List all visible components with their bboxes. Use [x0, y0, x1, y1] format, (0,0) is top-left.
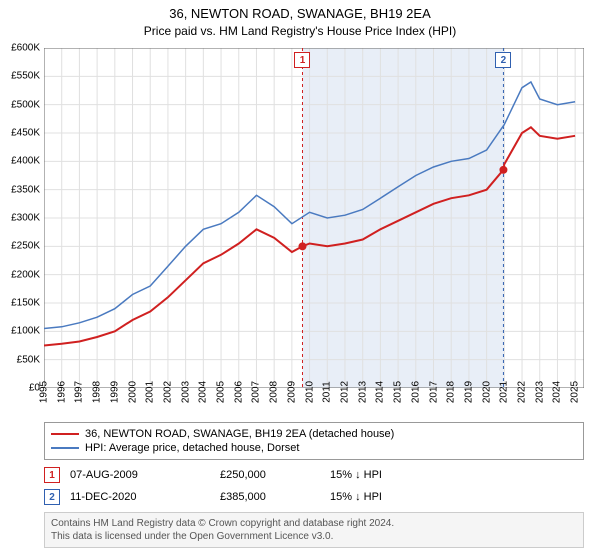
chart-title: 36, NEWTON ROAD, SWANAGE, BH19 2EA	[0, 0, 600, 23]
x-tick-label: 2007	[251, 381, 262, 403]
y-tick-label: £300K	[11, 213, 40, 224]
chart-container: 36, NEWTON ROAD, SWANAGE, BH19 2EA Price…	[0, 0, 600, 560]
y-tick-label: £150K	[11, 298, 40, 309]
y-tick-label: £50K	[17, 354, 40, 365]
chart-area: £0£50K£100K£150K£200K£250K£300K£350K£400…	[44, 48, 584, 388]
y-tick-label: £200K	[11, 269, 40, 280]
x-tick-label: 2018	[446, 381, 457, 403]
x-tick-label: 2010	[304, 381, 315, 403]
x-tick-label: 2023	[534, 381, 545, 403]
y-tick-label: £600K	[11, 43, 40, 54]
x-tick-label: 2014	[375, 381, 386, 403]
x-tick-label: 2001	[145, 381, 156, 403]
sales-table: 1 07-AUG-2009 £250,000 15% ↓ HPI 2 11-DE…	[44, 464, 584, 508]
x-tick-label: 2003	[180, 381, 191, 403]
x-tick-label: 1995	[39, 381, 50, 403]
x-tick-label: 2011	[322, 381, 333, 403]
x-tick-label: 1999	[109, 381, 120, 403]
sale-date: 07-AUG-2009	[70, 469, 220, 481]
sale-price: £250,000	[220, 469, 330, 481]
x-tick-label: 1998	[92, 381, 103, 403]
sale-marker-icon: 1	[294, 52, 310, 68]
legend-item: 36, NEWTON ROAD, SWANAGE, BH19 2EA (deta…	[51, 427, 577, 441]
x-tick-label: 2021	[499, 381, 510, 403]
x-tick-label: 2013	[357, 381, 368, 403]
sale-marker-icon: 2	[44, 489, 60, 505]
y-tick-label: £350K	[11, 184, 40, 195]
y-tick-label: £100K	[11, 326, 40, 337]
legend-label: HPI: Average price, detached house, Dors…	[85, 442, 299, 454]
x-tick-label: 2012	[339, 381, 350, 403]
legend-swatch	[51, 447, 79, 449]
x-tick-label: 2024	[552, 381, 563, 403]
sale-marker-icon: 2	[495, 52, 511, 68]
legend: 36, NEWTON ROAD, SWANAGE, BH19 2EA (deta…	[44, 422, 584, 460]
x-tick-label: 2009	[286, 381, 297, 403]
footer: Contains HM Land Registry data © Crown c…	[44, 512, 584, 548]
x-tick-label: 1997	[74, 381, 85, 403]
legend-item: HPI: Average price, detached house, Dors…	[51, 441, 577, 455]
sale-diff: 15% ↓ HPI	[330, 469, 440, 481]
sale-price: £385,000	[220, 491, 330, 503]
y-tick-label: £550K	[11, 71, 40, 82]
x-tick-label: 2004	[198, 381, 209, 403]
x-tick-label: 2016	[410, 381, 421, 403]
y-tick-label: £450K	[11, 128, 40, 139]
y-tick-label: £400K	[11, 156, 40, 167]
sale-diff: 15% ↓ HPI	[330, 491, 440, 503]
x-tick-label: 2025	[570, 381, 581, 403]
x-tick-label: 2005	[216, 381, 227, 403]
footer-line: Contains HM Land Registry data © Crown c…	[51, 517, 577, 530]
x-tick-label: 2019	[463, 381, 474, 403]
sale-date: 11-DEC-2020	[70, 491, 220, 503]
chart-subtitle: Price paid vs. HM Land Registry's House …	[0, 23, 600, 38]
y-tick-label: £500K	[11, 99, 40, 110]
x-tick-label: 2022	[517, 381, 528, 403]
sales-row: 2 11-DEC-2020 £385,000 15% ↓ HPI	[44, 486, 584, 508]
chart-svg	[44, 48, 584, 388]
sale-marker-icon: 1	[44, 467, 60, 483]
x-tick-label: 2017	[428, 381, 439, 403]
x-tick-label: 1996	[56, 381, 67, 403]
x-tick-label: 2008	[269, 381, 280, 403]
x-tick-label: 2015	[393, 381, 404, 403]
x-tick-label: 2000	[127, 381, 138, 403]
legend-label: 36, NEWTON ROAD, SWANAGE, BH19 2EA (deta…	[85, 428, 394, 440]
x-tick-label: 2020	[481, 381, 492, 403]
footer-line: This data is licensed under the Open Gov…	[51, 530, 577, 543]
legend-swatch	[51, 433, 79, 435]
x-tick-label: 2006	[233, 381, 244, 403]
sales-row: 1 07-AUG-2009 £250,000 15% ↓ HPI	[44, 464, 584, 486]
y-tick-label: £250K	[11, 241, 40, 252]
x-tick-label: 2002	[162, 381, 173, 403]
